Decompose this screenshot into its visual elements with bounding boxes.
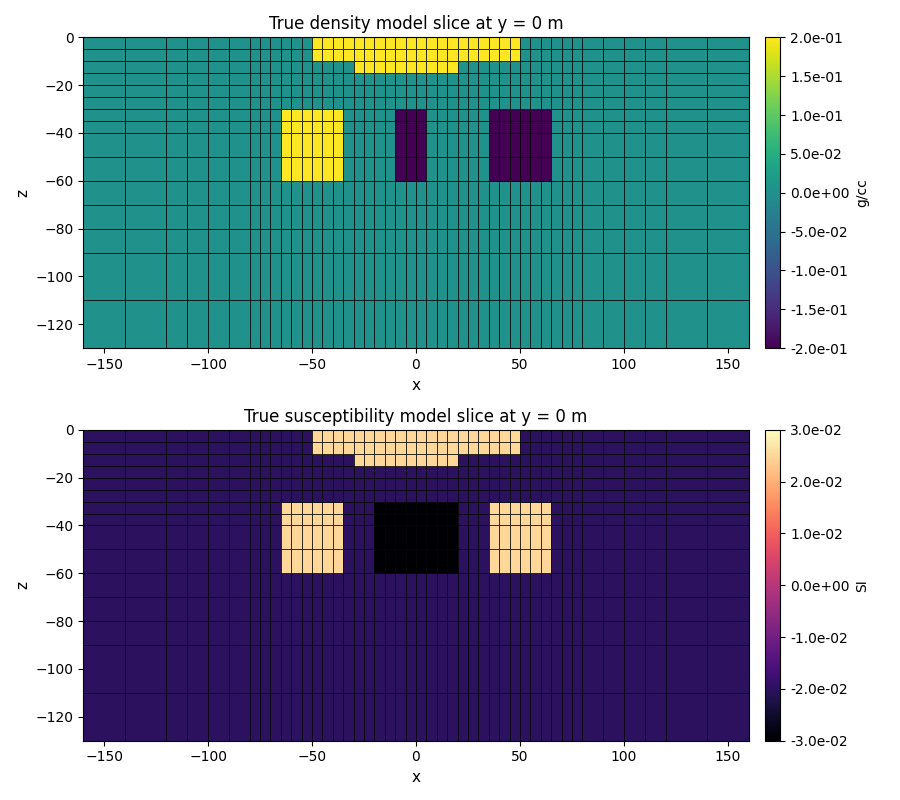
X-axis label: x: x xyxy=(411,770,420,785)
Y-axis label: z: z xyxy=(15,582,30,590)
Y-axis label: g/cc: g/cc xyxy=(855,178,869,207)
Title: True density model slice at y = 0 m: True density model slice at y = 0 m xyxy=(269,15,563,33)
Y-axis label: SI: SI xyxy=(855,579,869,592)
Y-axis label: z: z xyxy=(15,189,30,197)
Title: True susceptibility model slice at y = 0 m: True susceptibility model slice at y = 0… xyxy=(244,407,588,426)
X-axis label: x: x xyxy=(411,378,420,393)
